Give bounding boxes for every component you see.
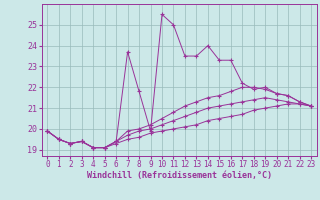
X-axis label: Windchill (Refroidissement éolien,°C): Windchill (Refroidissement éolien,°C) (87, 171, 272, 180)
